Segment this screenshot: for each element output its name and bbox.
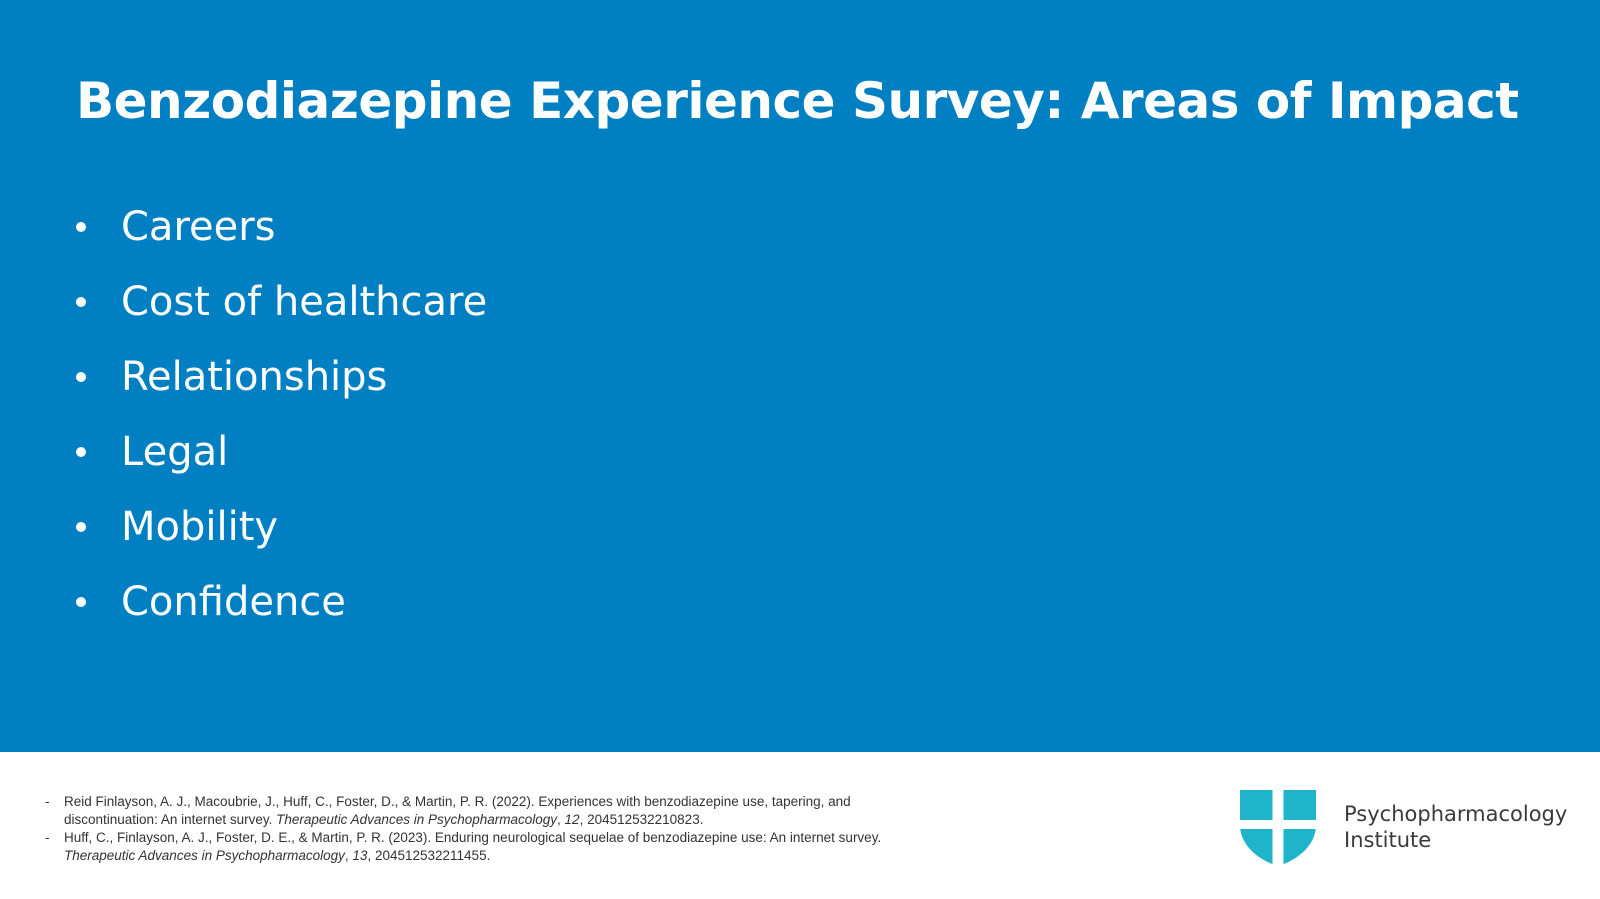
bullet-icon bbox=[76, 597, 86, 607]
psychopharmacology-institute-logo: Psychopharmacology Institute bbox=[1238, 787, 1567, 867]
bullet-label: Cost of healthcare bbox=[121, 279, 488, 325]
reference-volume: 13 bbox=[352, 848, 368, 863]
bullet-label: Confidence bbox=[121, 579, 346, 625]
reference-item: - Reid Finlayson, A. J., Macoubrie, J., H… bbox=[45, 793, 895, 829]
reference-separator: , bbox=[557, 812, 565, 827]
bullet-icon bbox=[76, 447, 86, 457]
slide-title: Benzodiazepine Experience Survey: Areas … bbox=[76, 72, 1519, 130]
bullet-label: Relationships bbox=[121, 354, 388, 400]
reference-dash: - bbox=[45, 830, 50, 845]
slide-background bbox=[0, 0, 1600, 752]
reference-page: , 204512532211455. bbox=[367, 848, 491, 863]
bullet-icon bbox=[76, 222, 86, 232]
logo-text-line2: Institute bbox=[1344, 828, 1432, 852]
reference-citation: Huff, C., Finlayson, A. J., Foster, D. E… bbox=[64, 830, 882, 845]
reference-item: - Huff, C., Finlayson, A. J., Foster, D. … bbox=[45, 829, 895, 865]
bullet-label: Legal bbox=[121, 429, 229, 475]
bullet-icon bbox=[76, 522, 86, 532]
reference-separator: , bbox=[344, 848, 353, 863]
bullet-icon bbox=[76, 372, 86, 382]
reference-journal: Therapeutic Advances in Psychopharmacolo… bbox=[276, 812, 558, 827]
bullet-label: Mobility bbox=[121, 504, 279, 550]
bullet-label: Careers bbox=[121, 204, 276, 250]
reference-citation: Reid Finlayson, A. J., Macoubrie, J., Hu… bbox=[64, 794, 851, 827]
reference-dash: - bbox=[45, 794, 50, 809]
bullet-icon bbox=[76, 297, 86, 307]
logo-text: Psychopharmacology Institute bbox=[1344, 801, 1567, 853]
references: - Reid Finlayson, A. J., Macoubrie, J., H… bbox=[45, 793, 895, 865]
reference-volume: 12 bbox=[564, 812, 580, 827]
logo-text-line1: Psychopharmacology bbox=[1344, 802, 1568, 826]
shield-cross-icon bbox=[1238, 787, 1318, 867]
reference-page: , 204512532210823. bbox=[579, 812, 704, 827]
reference-journal: Therapeutic Advances in Psychopharmacolo… bbox=[64, 848, 345, 863]
